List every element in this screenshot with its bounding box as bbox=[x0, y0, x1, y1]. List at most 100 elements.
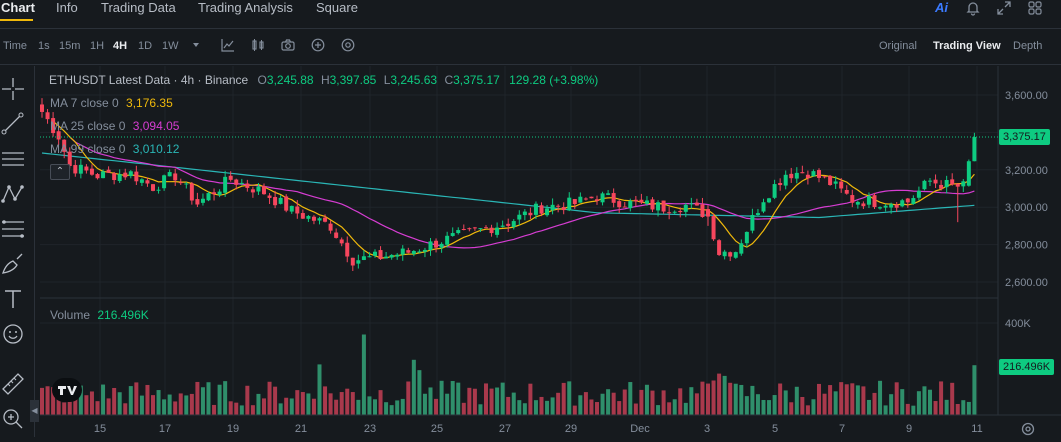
interval-15m[interactable]: 15m bbox=[59, 40, 81, 52]
candle-body bbox=[894, 204, 899, 208]
volume-bar bbox=[639, 389, 644, 415]
volume-bar bbox=[950, 382, 955, 415]
candle-body bbox=[811, 171, 816, 177]
volume-bar bbox=[89, 391, 94, 415]
volume-bar bbox=[411, 359, 416, 415]
grid-icon[interactable] bbox=[1027, 0, 1043, 16]
time-tick-label: 5 bbox=[772, 423, 778, 435]
tab-trading-analysis[interactable]: Trading Analysis bbox=[198, 0, 293, 15]
volume-bar bbox=[767, 400, 772, 415]
candle-body bbox=[839, 181, 844, 189]
volume-bar bbox=[600, 393, 605, 415]
volume-bar bbox=[572, 405, 577, 415]
view-trading-view[interactable]: Trading View bbox=[933, 40, 1001, 52]
volume-bar bbox=[422, 393, 427, 415]
interval-1h[interactable]: 1H bbox=[90, 40, 105, 52]
camera-icon[interactable] bbox=[281, 38, 295, 52]
volume-bar bbox=[200, 387, 205, 415]
moving-averages bbox=[41, 120, 975, 259]
tab-trading-data[interactable]: Trading Data bbox=[101, 0, 176, 15]
trendline-icon[interactable] bbox=[0, 111, 26, 137]
volume-bar bbox=[595, 402, 599, 415]
ruler-icon[interactable] bbox=[0, 371, 26, 397]
volume-bar bbox=[583, 392, 588, 415]
candle-body bbox=[228, 175, 233, 180]
pattern-icon[interactable] bbox=[0, 181, 26, 207]
volume-bar bbox=[156, 390, 161, 415]
volume-bar bbox=[145, 384, 150, 415]
candle-style-icon[interactable] bbox=[251, 38, 265, 52]
ai-icon[interactable]: Ai bbox=[935, 0, 948, 15]
tab-square[interactable]: Square bbox=[316, 0, 358, 15]
brush-icon[interactable] bbox=[0, 251, 26, 277]
candle-body bbox=[495, 227, 500, 235]
collapse-toolbar-button[interactable]: ◀ bbox=[30, 400, 39, 422]
add-indicator-icon[interactable] bbox=[311, 38, 325, 52]
chart-area[interactable]: 3,600.003,400.003,200.003,000.002,800.00… bbox=[40, 66, 1061, 437]
volume-bar bbox=[866, 399, 871, 415]
volume-bar bbox=[373, 399, 377, 415]
interval-1s[interactable]: 1s bbox=[38, 40, 50, 52]
interval-1w[interactable]: 1W bbox=[162, 40, 179, 52]
time-tick-label: 9 bbox=[906, 423, 912, 435]
candle-body bbox=[311, 216, 316, 221]
view-original[interactable]: Original bbox=[879, 40, 917, 52]
zoom-in-icon[interactable] bbox=[0, 406, 26, 432]
chart-settings-icon[interactable] bbox=[1021, 422, 1035, 436]
horizontal-lines-icon[interactable] bbox=[0, 146, 26, 172]
tab-chart[interactable]: Chart bbox=[1, 0, 35, 15]
candle-body bbox=[173, 173, 178, 181]
candle-body bbox=[672, 211, 677, 213]
volume-bar bbox=[717, 373, 722, 415]
volume-bar bbox=[966, 401, 971, 415]
ma99-value: 3,010.12 bbox=[132, 142, 180, 156]
candle-body bbox=[217, 191, 222, 196]
crosshair-icon[interactable] bbox=[0, 76, 26, 102]
chevron-down-icon[interactable] bbox=[191, 40, 205, 54]
time-tick-label: 23 bbox=[364, 423, 376, 435]
candlestick-chart[interactable]: 3,600.003,400.003,200.003,000.002,800.00… bbox=[40, 66, 1061, 437]
candle-body bbox=[306, 216, 311, 219]
indicator-icon[interactable] bbox=[221, 38, 235, 52]
time-tick-label: Dec bbox=[630, 423, 650, 435]
volume-bar bbox=[933, 401, 938, 415]
candle-body bbox=[644, 200, 649, 204]
legend-collapse-button[interactable]: ⌃ bbox=[50, 164, 70, 180]
tab-info[interactable]: Info bbox=[56, 0, 78, 15]
candle-body bbox=[611, 193, 616, 203]
candle-body bbox=[822, 176, 827, 178]
time-tick-label: 25 bbox=[431, 423, 443, 435]
candle-body bbox=[500, 225, 505, 227]
volume-bar bbox=[395, 400, 400, 415]
candle-body bbox=[112, 173, 117, 181]
volume-bar bbox=[384, 402, 389, 415]
volume-bar bbox=[694, 393, 699, 415]
interval-1d[interactable]: 1D bbox=[138, 40, 153, 52]
candle-body bbox=[206, 193, 211, 201]
price-tick-label: 3,600.00 bbox=[1005, 90, 1048, 102]
emoji-icon[interactable] bbox=[0, 321, 26, 347]
volume-bar bbox=[484, 383, 488, 415]
volume-value: 216.496K bbox=[97, 308, 149, 322]
candle-body bbox=[139, 179, 144, 183]
settings-icon[interactable] bbox=[341, 38, 355, 52]
view-depth[interactable]: Depth bbox=[1013, 40, 1043, 52]
bell-icon[interactable] bbox=[965, 0, 981, 16]
time-label[interactable]: Time bbox=[3, 40, 28, 52]
candle-body bbox=[484, 227, 488, 229]
candle-body bbox=[128, 171, 133, 177]
candle-body bbox=[345, 242, 350, 257]
change-value: 129.28 (+3.98%) bbox=[509, 73, 599, 87]
time-tick-label: 7 bbox=[839, 423, 845, 435]
candle-body bbox=[628, 200, 633, 209]
fib-icon[interactable] bbox=[0, 216, 26, 242]
interval-4h[interactable]: 4H bbox=[113, 40, 128, 52]
volume-bar bbox=[656, 405, 661, 415]
volume-bar bbox=[728, 382, 733, 415]
text-icon[interactable] bbox=[0, 286, 26, 312]
candle-body bbox=[545, 208, 550, 216]
expand-icon[interactable] bbox=[996, 0, 1012, 16]
candle-body bbox=[783, 174, 788, 186]
volume-bar bbox=[894, 382, 899, 415]
price-tick-label: 3,000.00 bbox=[1005, 202, 1048, 214]
